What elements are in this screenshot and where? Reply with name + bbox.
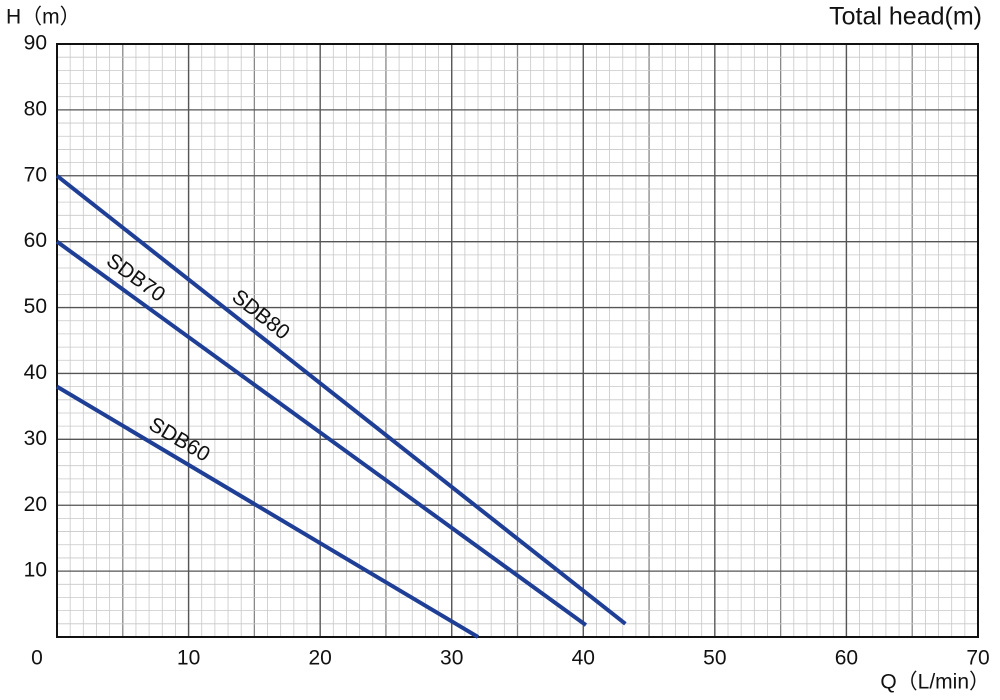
y-tick-label: 50 — [24, 295, 47, 318]
x-tick-label: 10 — [177, 647, 200, 670]
y-tick-label: 70 — [24, 163, 47, 186]
y-tick-label: 10 — [24, 559, 47, 582]
curve — [55, 174, 627, 626]
chart-title: Total head(m) — [829, 3, 982, 31]
y-axis-label: H（m） — [6, 6, 81, 29]
x-tick-label: 50 — [703, 647, 726, 670]
x-tick-label: 20 — [308, 647, 331, 670]
x-tick-label: 0 — [31, 647, 43, 670]
plot-frame — [56, 43, 979, 638]
x-tick-label: 60 — [835, 647, 858, 670]
y-tick-label: 20 — [24, 493, 47, 516]
y-tick-label: 30 — [24, 427, 47, 450]
curve — [55, 384, 480, 639]
curve — [55, 240, 588, 627]
x-tick-label: 40 — [572, 647, 595, 670]
y-tick-label: 40 — [24, 361, 47, 384]
x-tick-label: 30 — [440, 647, 463, 670]
x-axis-label: Q（L/min） — [880, 671, 990, 694]
x-tick-label: 70 — [966, 647, 989, 670]
y-tick-label: 60 — [24, 229, 47, 252]
y-tick-label: 80 — [24, 97, 47, 120]
y-tick-label: 90 — [24, 32, 47, 55]
